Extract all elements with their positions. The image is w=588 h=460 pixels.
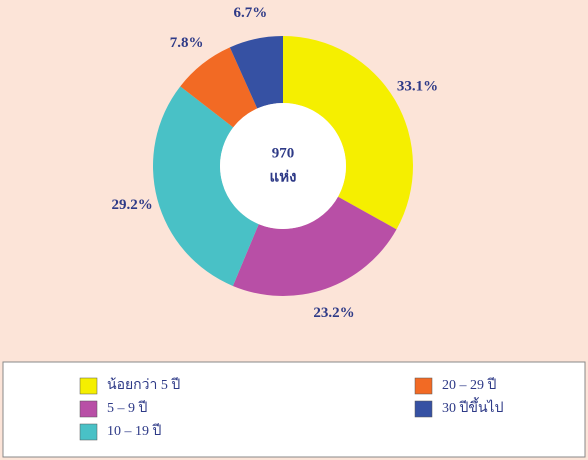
- legend-swatch: [79, 400, 98, 418]
- legend-swatch: [414, 377, 433, 395]
- value-label: 23.2%: [313, 305, 354, 321]
- value-label: 6.7%: [234, 5, 268, 21]
- donut-slice: [283, 36, 413, 230]
- legend-label: 30 ปีขึ้นไป: [442, 397, 504, 416]
- legend-swatch: [79, 377, 98, 395]
- value-label: 33.1%: [397, 78, 438, 94]
- legend-swatch: [414, 400, 433, 418]
- donut-hole: [220, 103, 346, 229]
- donut-slice: [180, 47, 258, 128]
- legend-label: น้อยกว่า 5 ปี: [107, 377, 180, 393]
- center-unit: แห่ง: [270, 168, 297, 185]
- center-total: 970: [272, 145, 295, 161]
- donut-slice: [229, 36, 283, 109]
- donut-slice: [232, 196, 397, 296]
- legend-swatch: [79, 423, 98, 441]
- legend-label: 10 – 19 ปี: [107, 423, 162, 439]
- value-label: 29.2%: [112, 197, 153, 213]
- value-label: 7.8%: [170, 35, 204, 51]
- donut-slice: [153, 86, 259, 286]
- legend-label: 20 – 29 ปี: [442, 377, 497, 393]
- legend-label: 5 – 9 ปี: [107, 400, 148, 416]
- legend-box: [2, 361, 586, 458]
